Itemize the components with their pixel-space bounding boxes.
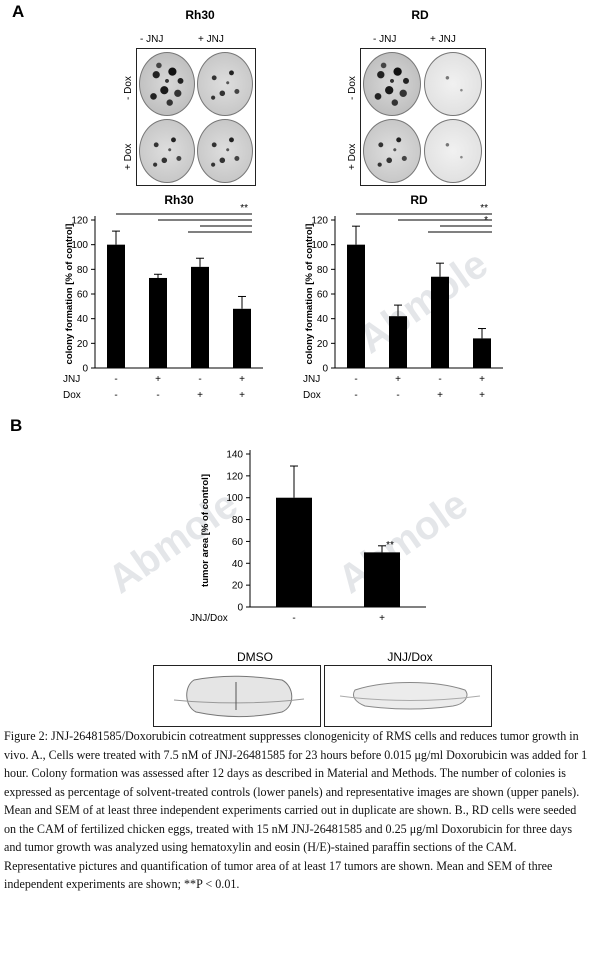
condition-value: + — [437, 390, 443, 401]
row-label-plus-dox: + Dox — [123, 143, 134, 170]
chart-tumor-area: 0 20 40 60 80 100 120 140 tumor area [% of contr… — [190, 450, 426, 624]
condition-row-label: JNJ — [63, 374, 80, 385]
y-tick-label: 100 — [226, 493, 243, 504]
cam-label-dmso: DMSO — [237, 650, 273, 664]
dish-photo — [197, 119, 253, 183]
condition-value: + — [155, 374, 161, 385]
row-label-minus-dox: - Dox — [347, 76, 358, 100]
dish-photo — [139, 119, 195, 183]
condition-value: - — [198, 374, 201, 385]
y-tick-label: 140 — [226, 450, 243, 461]
y-tick-label: 60 — [232, 537, 244, 548]
condition-value: - — [354, 374, 357, 385]
dish-title-rd: RD — [411, 8, 429, 22]
condition-value: - — [114, 374, 117, 385]
condition-value: + — [395, 374, 401, 385]
col-label-minus-jnj: - JNJ — [140, 34, 164, 45]
condition-value: + — [379, 613, 385, 624]
condition-value: + — [479, 374, 485, 385]
condition-value: - — [438, 374, 441, 385]
figure-caption: Figure 2: JNJ-26481585/Doxorubicin cotre… — [4, 729, 588, 891]
dish-photo — [197, 52, 253, 116]
y-tick-label: 80 — [232, 515, 244, 526]
y-axis-label: colony formation [% of control] — [64, 224, 75, 365]
bar — [389, 316, 407, 368]
dish-title-rh30: Rh30 — [185, 8, 215, 22]
dish-photo — [424, 119, 482, 183]
bar — [107, 244, 125, 368]
col-label-plus-jnj: + JNJ — [430, 34, 456, 45]
condition-value: - — [396, 390, 399, 401]
y-tick-label: 40 — [77, 314, 89, 325]
panel-b-letter: B — [10, 416, 23, 435]
condition-row-label: Dox — [63, 390, 81, 401]
condition-row-label: JNJ — [303, 374, 320, 385]
y-tick-label: 40 — [317, 314, 329, 325]
dish-photo — [139, 52, 195, 116]
bar — [276, 497, 312, 607]
y-tick-label: 40 — [232, 559, 244, 570]
dish-photo — [363, 52, 421, 116]
bar — [473, 338, 491, 368]
significance-label: ** — [386, 540, 394, 551]
significance-label: ** — [480, 203, 488, 214]
y-tick-label: 0 — [237, 603, 243, 614]
condition-value: - — [292, 613, 295, 624]
condition-value: + — [239, 390, 245, 401]
rd-dish-grid — [360, 48, 486, 186]
y-tick-label: 20 — [77, 339, 89, 350]
y-axis-label: colony formation [% of control] — [304, 224, 315, 365]
significance-label: ** — [240, 203, 248, 214]
bar — [347, 244, 365, 368]
bar — [431, 276, 449, 368]
y-tick-label: 20 — [232, 581, 244, 592]
y-axis-label: tumor area [% of control] — [200, 474, 211, 587]
row-label-minus-dox: - Dox — [123, 76, 134, 100]
y-tick-label: 0 — [322, 364, 328, 375]
panel-a-letter: A — [12, 2, 25, 21]
col-label-plus-jnj: + JNJ — [198, 34, 224, 45]
rh30-dish-grid — [136, 48, 256, 186]
condition-value: - — [114, 390, 117, 401]
cam-section-drawing — [173, 675, 305, 717]
condition-value: + — [197, 390, 203, 401]
row-label-plus-dox: + Dox — [347, 143, 358, 170]
y-tick-label: 120 — [71, 216, 88, 227]
cam-image-dmso — [153, 665, 321, 727]
bar — [364, 552, 400, 607]
significance-label: * — [484, 215, 488, 226]
y-tick-label: 60 — [317, 290, 329, 301]
cam-image-jnj-dox — [324, 665, 492, 727]
col-label-minus-jnj: - JNJ — [373, 34, 397, 45]
condition-value: + — [479, 390, 485, 401]
y-tick-label: 80 — [77, 265, 89, 276]
y-tick-label: 100 — [311, 240, 328, 251]
bar — [191, 266, 209, 368]
condition-value: + — [239, 374, 245, 385]
y-tick-label: 120 — [311, 216, 328, 227]
y-tick-label: 80 — [317, 265, 329, 276]
condition-row-label: JNJ/Dox — [190, 613, 228, 624]
chart-title: RD — [410, 193, 428, 207]
bar — [233, 308, 251, 368]
y-tick-label: 120 — [226, 471, 243, 482]
condition-value: - — [156, 390, 159, 401]
y-tick-label: 0 — [82, 364, 88, 375]
cam-section-drawing — [339, 682, 481, 710]
y-tick-label: 60 — [77, 290, 89, 301]
condition-value: - — [354, 390, 357, 401]
cam-label-jnj-dox: JNJ/Dox — [387, 650, 433, 664]
dish-photo — [424, 52, 482, 116]
y-tick-label: 20 — [317, 339, 329, 350]
dish-photo — [363, 119, 421, 183]
chart-title: Rh30 — [164, 193, 194, 207]
condition-row-label: Dox — [303, 390, 321, 401]
bar — [149, 277, 167, 368]
y-tick-label: 100 — [71, 240, 88, 251]
